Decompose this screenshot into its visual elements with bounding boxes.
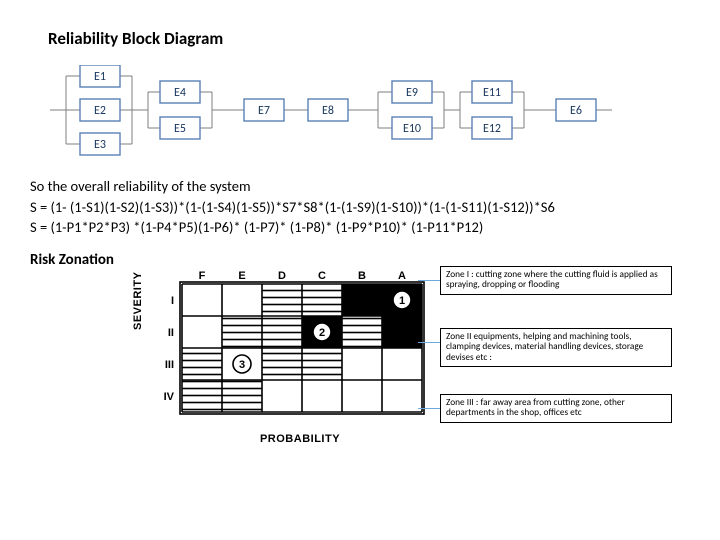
equation-2: S = (1-P1*P2*P3) *(1-P4*P5)(1-P6)* (1-P7… <box>30 218 690 237</box>
svg-text:E3: E3 <box>94 138 106 152</box>
svg-text:III: III <box>165 359 174 371</box>
reliability-block-diagram: E1 E2 E3 E4 E5 E7 E8 E9 E10 E11 E12 E6 <box>40 65 700 159</box>
equation-intro: So the overall reliability of the system <box>30 177 690 196</box>
svg-text:II: II <box>168 327 174 339</box>
svg-text:E9: E9 <box>406 86 418 100</box>
svg-text:E11: E11 <box>483 86 501 100</box>
svg-text:E7: E7 <box>258 104 270 118</box>
svg-text:B: B <box>358 270 366 282</box>
svg-text:2: 2 <box>319 327 325 339</box>
zone-annotation: Zone I : cutting zone where the cutting … <box>440 266 672 295</box>
svg-text:IV: IV <box>164 391 175 403</box>
zone-annotation: Zone III : far away area from cutting zo… <box>440 394 672 423</box>
svg-text:E1: E1 <box>94 70 106 84</box>
equation-1: S = (1- (1-S1)(1-S2)(1-S3))*(1-(1-S4)(1-… <box>30 198 690 217</box>
svg-text:1: 1 <box>399 295 405 307</box>
zone-annotation: Zone II equipments, helping and machinin… <box>440 328 672 367</box>
svg-text:E8: E8 <box>322 104 334 118</box>
svg-text:D: D <box>278 270 286 282</box>
probability-axis-label: PROBABILITY <box>180 433 420 445</box>
annotation-leader <box>418 280 440 281</box>
annotation-leader <box>418 408 440 409</box>
svg-text:E: E <box>238 270 245 282</box>
svg-text:E5: E5 <box>174 122 186 136</box>
svg-text:E2: E2 <box>94 104 106 118</box>
risk-matrix: SEVERITY FEDCBAIIIIIIIV123 PROBABILITY <box>150 266 426 445</box>
svg-text:E12: E12 <box>483 122 501 136</box>
svg-text:C: C <box>318 270 326 282</box>
severity-axis-label: SEVERITY <box>132 271 144 329</box>
svg-text:A: A <box>398 270 406 282</box>
page-title: Reliability Block Diagram <box>48 28 690 49</box>
svg-text:E4: E4 <box>174 86 186 100</box>
svg-text:I: I <box>171 295 174 307</box>
annotation-leader <box>418 342 440 343</box>
svg-text:3: 3 <box>239 359 245 371</box>
svg-text:E6: E6 <box>570 104 582 118</box>
svg-text:F: F <box>199 270 206 282</box>
svg-text:E10: E10 <box>403 122 421 136</box>
